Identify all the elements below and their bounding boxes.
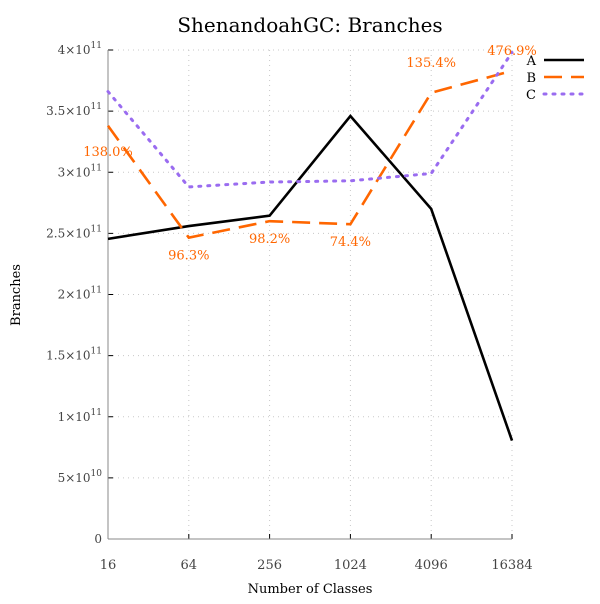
data-annotations: 138.0% 96.3% 98.2% 74.4% 135.4% 476.9% xyxy=(83,44,537,264)
y-tick-exponent: 10 xyxy=(91,469,103,479)
x-tick-label: 16384 xyxy=(491,558,532,573)
axes xyxy=(107,49,513,540)
y-tick-exponent: 11 xyxy=(91,347,102,357)
y-tick-exponent: 11 xyxy=(91,286,102,296)
y-axis-label: Branches xyxy=(9,264,24,326)
x-axis-label: Number of Classes xyxy=(248,582,373,597)
chart-title: ShenandoahGC: Branches xyxy=(177,13,442,37)
y-tick-label: 3×1011 xyxy=(58,163,102,179)
y-tick-exponent: 11 xyxy=(91,163,102,173)
y-tick-label: 0 xyxy=(94,532,102,546)
y-tick-exponent: 11 xyxy=(91,224,102,234)
legend-label-a: A xyxy=(526,54,537,69)
y-tick-label: 2×1011 xyxy=(58,286,102,302)
series-lines xyxy=(106,50,514,442)
grid-lines xyxy=(108,49,513,539)
annotation-label: 96.3% xyxy=(168,249,209,264)
y-tick-exponent: 11 xyxy=(91,41,102,51)
x-tick-label: 1024 xyxy=(334,558,367,573)
y-tick-labels: 0 5×1010 1×1011 1.5×1011 2×1011 2.5×1011 3×101… xyxy=(46,41,102,546)
y-tick-label: 1.5×1011 xyxy=(46,347,102,363)
series-line-a xyxy=(107,113,514,442)
series-line-c xyxy=(106,50,514,189)
x-tick-label: 16 xyxy=(100,558,117,573)
annotation-label: 74.4% xyxy=(330,235,371,250)
x-tick-labels: 16 64 256 1024 4096 16384 xyxy=(100,558,533,573)
y-tick-label: 1×1011 xyxy=(58,408,102,424)
annotation-label: 476.9% xyxy=(487,44,537,59)
y-tick-label: 3.5×1011 xyxy=(46,102,102,118)
legend-label-c: C xyxy=(526,88,536,103)
x-tick-label: 64 xyxy=(181,558,198,573)
y-tick-exponent: 11 xyxy=(91,408,102,418)
y-tick-label: 5×1010 xyxy=(58,469,103,485)
legend: ABC xyxy=(526,54,586,103)
series-line-b xyxy=(106,69,513,240)
legend-label-b: B xyxy=(526,71,536,86)
annotation-label: 135.4% xyxy=(406,56,456,71)
x-tick-label: 4096 xyxy=(415,558,448,573)
y-tick-label: 2.5×1011 xyxy=(46,224,102,240)
y-tick-exponent: 11 xyxy=(91,102,102,112)
annotation-label: 98.2% xyxy=(249,232,290,247)
annotation-label: 138.0% xyxy=(83,145,133,160)
y-tick-label: 4×1011 xyxy=(58,41,102,57)
x-tick-label: 256 xyxy=(257,558,282,573)
